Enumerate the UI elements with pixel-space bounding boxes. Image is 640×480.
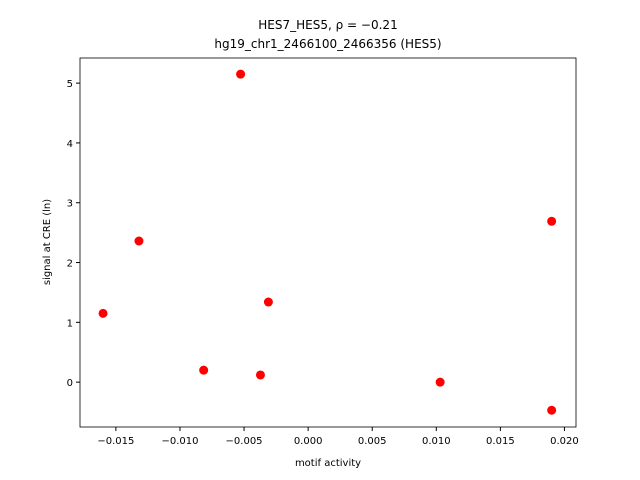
y-tick-label: 0 (67, 378, 73, 389)
point (236, 69, 246, 79)
chart-title: HES7_HES5, ρ = −0.21 (258, 18, 397, 32)
x-tick-label: −0.005 (226, 436, 263, 447)
point (98, 308, 108, 318)
point (255, 370, 265, 380)
point (435, 377, 445, 387)
point (547, 216, 557, 226)
point (263, 297, 273, 307)
x-axis-label: motif activity (295, 458, 361, 469)
x-tick-label: 0.010 (422, 436, 451, 447)
plot-frame (79, 57, 577, 428)
x-tick-label: 0.015 (486, 436, 515, 447)
x-tick-label: −0.010 (161, 436, 198, 447)
point (199, 365, 209, 375)
y-tick-label: 3 (67, 199, 73, 210)
y-tick-label: 4 (67, 139, 73, 150)
x-tick-label: 0.000 (294, 436, 323, 447)
chart-subtitle: hg19_chr1_2466100_2466356 (HES5) (214, 37, 441, 51)
x-tick-label: 0.005 (358, 436, 387, 447)
y-tick-label: 2 (67, 259, 73, 270)
y-tick-label: 5 (67, 79, 73, 90)
x-tick-label: −0.015 (97, 436, 134, 447)
point (134, 236, 144, 246)
y-tick-label: 1 (67, 318, 73, 329)
x-tick-label: 0.020 (550, 436, 579, 447)
y-axis-label: signal at CRE (ln) (42, 199, 53, 285)
point (547, 405, 557, 415)
